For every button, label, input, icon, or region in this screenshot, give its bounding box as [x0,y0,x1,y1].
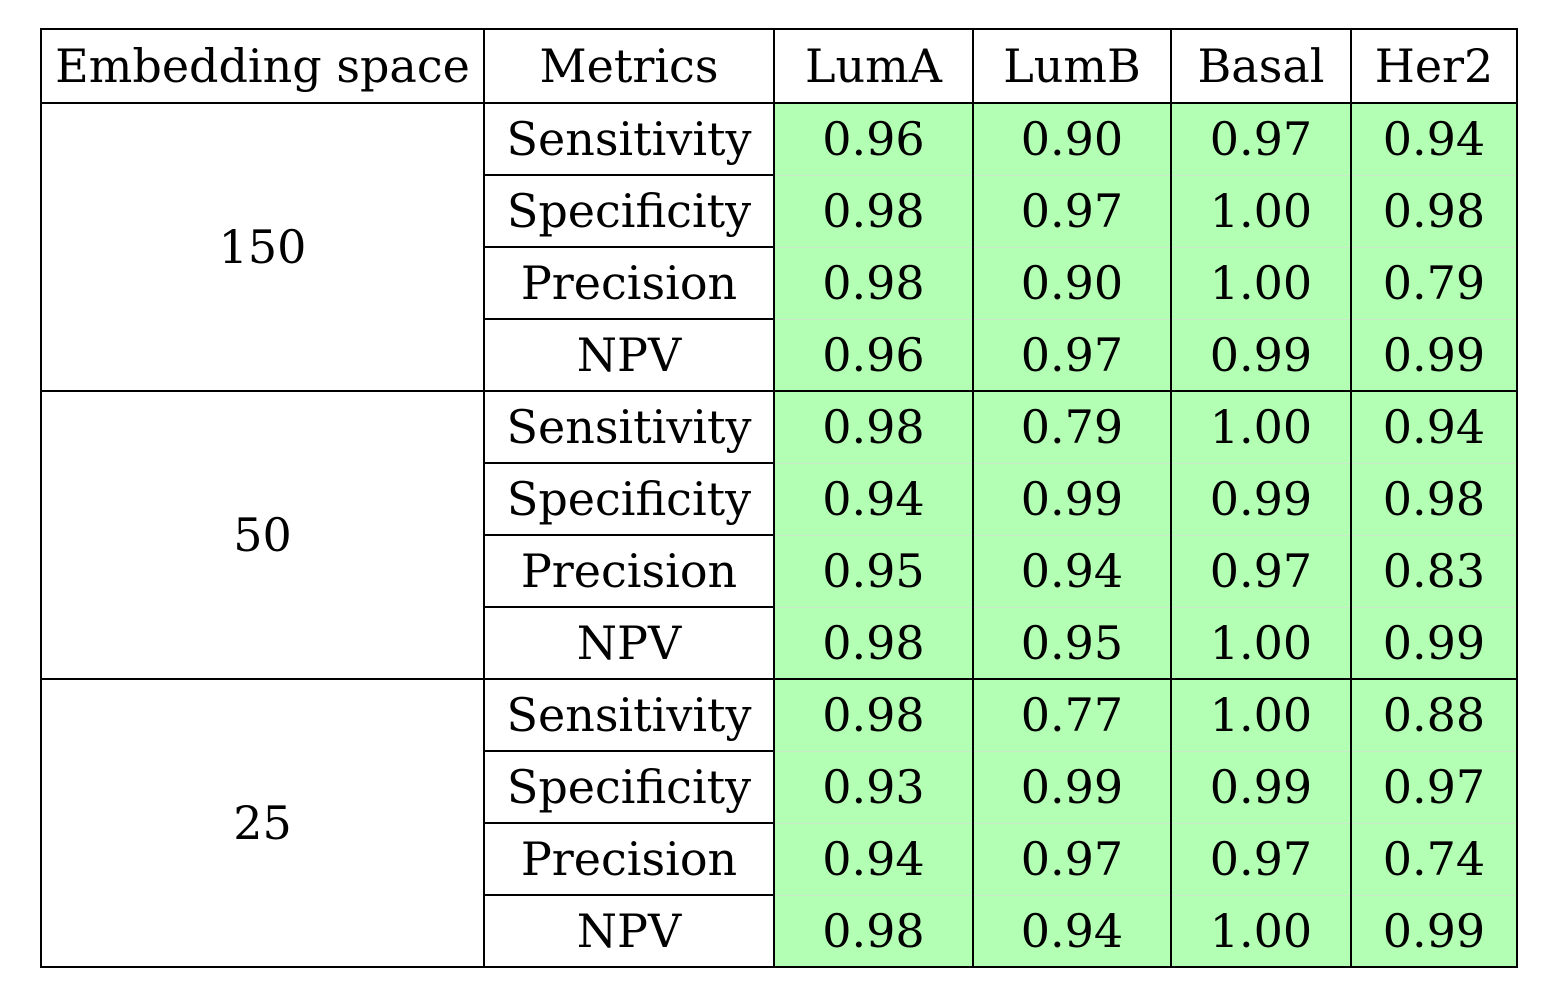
metric-cell: Precision [483,822,775,896]
value-cell: 0.95 [972,606,1172,680]
value-cell: 0.98 [773,894,974,968]
value-cell: 0.97 [972,174,1172,248]
header-embedding-space: Embedding space [40,28,485,104]
table-row: NPV 0.98 0.95 1.00 0.99 [41,606,1518,680]
value-cell: 0.93 [773,750,974,824]
value-cell: 0.97 [1170,102,1352,176]
table-row: Precision 0.95 0.94 0.97 0.83 [41,534,1518,608]
value-cell: 0.96 [773,102,974,176]
value-cell: 0.97 [1170,822,1352,896]
value-cell: 0.97 [1170,534,1352,608]
value-cell: 0.94 [972,894,1172,968]
value-cell: 0.98 [1350,174,1518,248]
value-cell: 1.00 [1170,606,1352,680]
value-cell: 0.94 [773,462,974,536]
value-cell: 0.79 [972,390,1172,464]
table-row: NPV 0.96 0.97 0.99 0.99 [41,318,1518,392]
value-cell: 0.94 [773,822,974,896]
embedding-space-cell: 50 [40,390,485,680]
metric-cell: NPV [483,894,775,968]
value-cell: 0.90 [972,246,1172,320]
results-table-container: Embedding space Metrics LumA LumB Basal … [40,28,1518,968]
value-cell: 0.98 [773,174,974,248]
value-cell: 0.99 [1170,318,1352,392]
metric-cell: Specificity [483,750,775,824]
value-cell: 0.98 [773,390,974,464]
table-row: 25 Sensitivity 0.98 0.77 1.00 0.88 [40,678,1518,968]
value-cell: 0.99 [1170,462,1352,536]
metric-cell: Sensitivity [483,390,775,464]
embedding-space-cell: 25 [40,678,485,968]
table-body: 150 Sensitivity 0.96 0.90 0.97 0.94 Specificit… [40,102,1518,968]
header-lumb: LumB [972,28,1172,104]
header-basal: Basal [1170,28,1352,104]
metric-cell: Specificity [483,462,775,536]
results-table: Embedding space Metrics LumA LumB Basal … [40,28,1518,968]
table-row: NPV 0.98 0.94 1.00 0.99 [41,894,1518,968]
metric-cell: NPV [483,318,775,392]
value-cell: 0.94 [1350,102,1518,176]
value-cell: 0.99 [1350,606,1518,680]
value-cell: 0.88 [1350,678,1518,752]
value-cell: 1.00 [1170,390,1352,464]
value-cell: 0.99 [1170,750,1352,824]
value-cell: 0.99 [1350,894,1518,968]
metric-cell: Sensitivity [483,102,775,176]
value-cell: 0.99 [972,750,1172,824]
table-row: 50 Sensitivity 0.98 0.79 1.00 0.94 [40,390,1518,680]
table-row: Specificity 0.93 0.99 0.99 0.97 [41,750,1518,824]
metric-cell: NPV [483,606,775,680]
metric-cell: Specificity [483,174,775,248]
value-cell: 1.00 [1170,894,1352,968]
value-cell: 1.00 [1170,246,1352,320]
embedding-space-cell: 150 [40,102,485,392]
table-row: 150 Sensitivity 0.96 0.90 0.97 0.94 [40,102,1518,392]
metric-cell: Sensitivity [483,678,775,752]
header-metrics: Metrics [483,28,775,104]
table-row: Specificity 0.98 0.97 1.00 0.98 [41,174,1518,248]
header-row: Embedding space Metrics LumA LumB Basal … [40,28,1518,104]
value-cell: 1.00 [1170,174,1352,248]
header-her2: Her2 [1350,28,1518,104]
table-row: Precision 0.94 0.97 0.97 0.74 [41,822,1518,896]
metric-cell: Precision [483,246,775,320]
header-luma: LumA [773,28,974,104]
value-cell: 0.96 [773,318,974,392]
value-cell: 0.98 [1350,462,1518,536]
metric-cell: Precision [483,534,775,608]
value-cell: 0.79 [1350,246,1518,320]
value-cell: 0.83 [1350,534,1518,608]
value-cell: 0.77 [972,678,1172,752]
value-cell: 0.97 [1350,750,1518,824]
value-cell: 0.98 [773,246,974,320]
value-cell: 0.98 [773,606,974,680]
value-cell: 0.97 [972,318,1172,392]
value-cell: 0.94 [1350,390,1518,464]
value-cell: 0.97 [972,822,1172,896]
value-cell: 0.90 [972,102,1172,176]
value-cell: 0.95 [773,534,974,608]
value-cell: 0.98 [773,678,974,752]
value-cell: 0.74 [1350,822,1518,896]
value-cell: 1.00 [1170,678,1352,752]
value-cell: 0.94 [972,534,1172,608]
value-cell: 0.99 [1350,318,1518,392]
table-row: Precision 0.98 0.90 1.00 0.79 [41,246,1518,320]
value-cell: 0.99 [972,462,1172,536]
